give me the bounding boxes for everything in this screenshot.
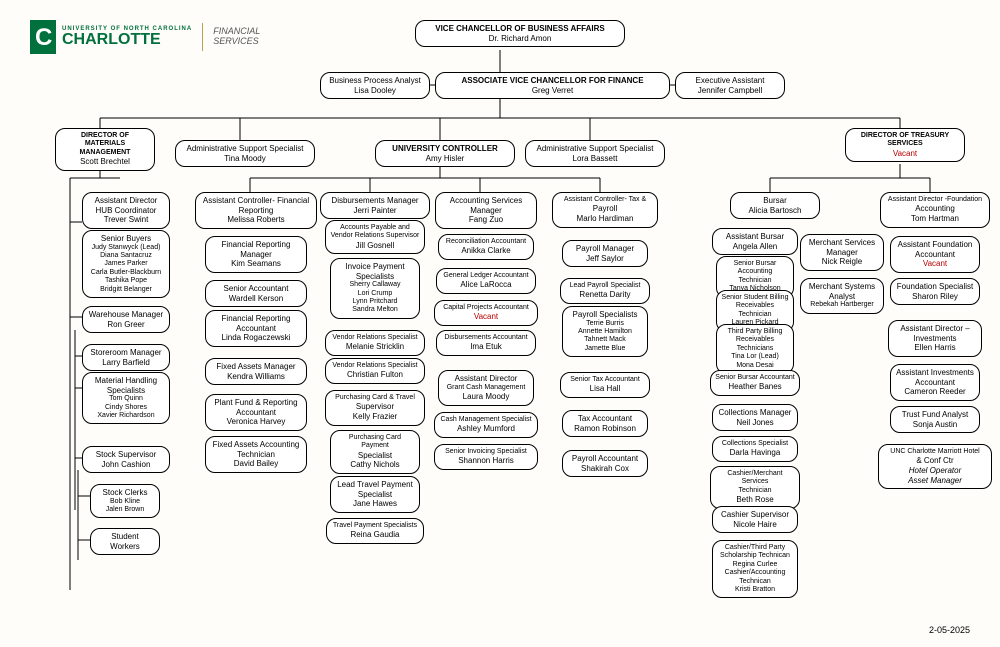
aia-box: Assistant Investments Accountant Cameron… [890,364,980,401]
warehouse-mgr-box: Warehouse Manager Ron Greer [82,306,170,333]
pfra-box: Plant Fund & Reporting Accountant Veroni… [205,394,307,431]
student-workers-box: Student Workers [90,528,160,555]
adfa-box: Assistant Director -Foundation Accountin… [880,192,990,228]
avc-name: Greg Verret [440,86,665,96]
actp-box: Assistant Controller- Tax & Payroll Marl… [552,192,658,228]
uc-title: UNIVERSITY CONTROLLER [380,144,510,154]
da-box: Disbursements Accountant Ima Etuk [436,330,536,356]
bpa-name: Lisa Dooley [325,86,425,96]
ips-box: Invoice Payment Specialists Sherry Calla… [330,258,420,319]
sa-box: Senior Accountant Wardell Kerson [205,280,307,307]
acfr-box: Assistant Controller- Financial Reportin… [195,192,317,229]
frm-box: Financial Reporting Manager Kim Seamans [205,236,307,273]
adgcm-box: Assistant Director Grant Cash Management… [438,370,534,406]
fra-box: Financial Reporting Accountant Linda Rog… [205,310,307,347]
ea-title: Executive Assistant [680,76,780,86]
cpa-box: Capital Projects Accountant Vacant [434,300,538,326]
msa-box: Merchant Systems Analyst Rebekah Hartber… [800,278,884,314]
ass1-name: Tina Moody [180,154,310,164]
dts-box: DIRECTOR OF TREASURY SERVICES Vacant [845,128,965,162]
material-handling-box: Material Handling Specialists Tom Quinn … [82,372,170,424]
avc-title: ASSOCIATE VICE CHANCELLOR FOR FINANCE [440,76,665,86]
pa-box: Payroll Accountant Shakirah Cox [562,450,648,477]
vice-chancellor-box: VICE CHANCELLOR OF BUSINESS AFFAIRS Dr. … [415,20,625,47]
ltps-box: Lead Travel Payment Specialist Jane Hawe… [330,476,420,513]
cs-box: Collections Specialist Darla Havinga [712,436,798,462]
ass1-title: Administrative Support Specialist [180,144,310,154]
dts-title: DIRECTOR OF TREASURY SERVICES [850,132,960,149]
pm-box: Payroll Manager Jeff Saylor [562,240,648,267]
stock-clerks-box: Stock Clerks Bob Kline Jalen Brown [90,484,160,518]
dts-name: Vacant [850,149,960,159]
gla-box: General Ledger Accountant Alice LaRocca [436,268,536,294]
ad-hub-box: Assistant Director HUB Coordinator Treve… [82,192,170,229]
ps-box: Payroll Specialists Terrie Burris Annett… [562,306,648,357]
ctpst-box: Cashier/Third Party Scholarship Technica… [712,540,798,598]
vrs2-box: Vendor Relations Specialist Christian Fu… [325,358,425,384]
logo: UNIVERSITY OF NORTH CAROLINA CHARLOTTE F… [30,20,260,54]
pcps-box: Purchasing Card Payment Specialist Cathy… [330,430,420,474]
fs-box: Foundation Specialist Sharon Riley [890,278,980,305]
ass1-box: Administrative Support Specialist Tina M… [175,140,315,167]
uc-name: Amy Hisler [380,154,510,164]
lps-box: Lead Payroll Specialist Renetta Darity [560,278,650,304]
bursar-box: Bursar Alicia Bartosch [730,192,820,219]
date-label: 2-05-2025 [929,625,970,635]
dmm-title: DIRECTOR OF MATERIALS MANAGEMENT [60,132,150,157]
pcts-box: Purchasing Card & Travel Supervisor Kell… [325,390,425,426]
msm-box: Merchant Services Manager Nick Reigle [800,234,884,271]
dmm-name: Scott Brechtel [60,157,150,167]
uncm-box: UNC Charlotte Marriott Hotel & Conf Ctr … [878,444,992,489]
sba-box: Senior Bursar Accountant Heather Banes [710,370,800,396]
logo-charlotte: CHARLOTTE [62,32,192,48]
vc-title: VICE CHANCELLOR OF BUSINESS AFFAIRS [420,24,620,34]
vc-name: Dr. Richard Amon [420,34,620,44]
bpa-box: Business Process Analyst Lisa Dooley [320,72,430,99]
senior-buyers-box: Senior Buyers Judy Stanwyck (Lead) Diana… [82,230,170,298]
ass2-name: Lora Bassett [530,154,660,164]
dm-box: Disbursements Manager Jerri Painter [320,192,430,219]
apvr-box: Accounts Payable and Vendor Relations Su… [325,220,425,254]
org-chart-page: UNIVERSITY OF NORTH CAROLINA CHARLOTTE F… [0,0,1000,647]
storeroom-mgr-box: Storeroom Manager Larry Barfield [82,344,170,371]
tfa-box: Trust Fund Analyst Sonja Austin [890,406,980,433]
tpbrt-box: Third Party Billing Receivables Technici… [716,324,794,374]
bpa-title: Business Process Analyst [325,76,425,86]
afa-box: Assistant Foundation Accountant Vacant [890,236,980,273]
ass2-title: Administrative Support Specialist [530,144,660,154]
cm-box: Collections Manager Neil Jones [712,404,798,431]
ea-name: Jennifer Campbell [680,86,780,96]
asm-box: Accounting Services Manager Fang Zuo [435,192,537,229]
ta-box: Tax Accountant Ramon Robinson [562,410,648,437]
csup-box: Cashier Supervisor Nicole Haire [712,506,798,533]
adi-box: Assistant Director – Investments Ellen H… [888,320,982,357]
cmst-box: Cashier/Merchant Services Technician Bet… [710,466,800,509]
ass2-box: Administrative Support Specialist Lora B… [525,140,665,167]
vrs1-box: Vendor Relations Specialist Melanie Stri… [325,330,425,356]
tps-box: Travel Payment Specialists Reina Gaudia [326,518,424,544]
dmm-box: DIRECTOR OF MATERIALS MANAGEMENT Scott B… [55,128,155,171]
logo-separator [202,23,203,51]
logo-text: UNIVERSITY OF NORTH CAROLINA CHARLOTTE [62,26,192,48]
logo-financial-services: FINANCIAL SERVICES [213,27,260,47]
avc-box: ASSOCIATE VICE CHANCELLOR FOR FINANCE Gr… [435,72,670,99]
ab-box: Assistant Bursar Angela Allen [712,228,798,255]
uc-box: UNIVERSITY CONTROLLER Amy Hisler [375,140,515,167]
sis-box: Senior Invoicing Specialist Shannon Harr… [434,444,538,470]
cms-box: Cash Management Specialist Ashley Mumfor… [434,412,538,438]
charlotte-c-icon [30,20,56,54]
ra-box: Reconciliation Accountant Anikka Clarke [438,234,534,260]
ea-box: Executive Assistant Jennifer Campbell [675,72,785,99]
sta-box: Senior Tax Accountant Lisa Hall [560,372,650,398]
faat-box: Fixed Assets Accounting Technician David… [205,436,307,473]
fam-box: Fixed Assets Manager Kendra Williams [205,358,307,385]
stock-supervisor-box: Stock Supervisor John Cashion [82,446,170,473]
